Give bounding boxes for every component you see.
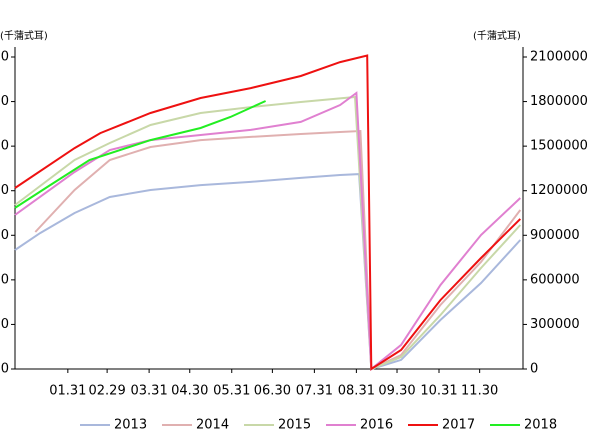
y-tick-label: 1200000 (0, 183, 9, 198)
y2-tick-label: 2100000 (530, 50, 588, 65)
y2-tick-label: 600000 (530, 272, 580, 287)
legend-label: 2014 (196, 418, 229, 433)
y-tick-label: 300000 (0, 317, 9, 332)
x-tick-label: 01.31 (49, 384, 86, 399)
series-line (14, 100, 267, 209)
y-tick-label: 1500000 (0, 139, 9, 154)
legend-label: 2015 (278, 418, 311, 433)
y-axis-unit: (千蒲式耳) (0, 29, 48, 42)
y-tick-label: 600000 (0, 272, 9, 287)
y-tick-label: 900000 (0, 228, 9, 243)
legend-label: 2013 (114, 418, 147, 433)
y2-tick-label: 1200000 (530, 183, 588, 198)
y-tick-label: 2100000 (0, 50, 9, 65)
series-line (14, 173, 522, 371)
y2-tick-label: 1800000 (530, 94, 588, 109)
x-tick-label: 04.30 (171, 384, 208, 399)
legend-label: 2018 (524, 418, 557, 433)
x-tick-label: 08.31 (338, 384, 375, 399)
x-tick-label: 07.31 (296, 384, 333, 399)
series-line (14, 95, 522, 371)
y2-tick-label: 1500000 (530, 139, 588, 154)
x-tick-label: 05.31 (213, 384, 250, 399)
x-tick-label: 10.31 (420, 384, 457, 399)
x-tick-label: 03.31 (131, 384, 168, 399)
x-tick-label: 02.29 (89, 384, 126, 399)
series-line (14, 91, 521, 372)
series-line (34, 129, 522, 371)
y2-tick-label: 0 (530, 362, 538, 377)
x-tick-label: 11.30 (461, 384, 498, 399)
x-tick-label: 09.30 (378, 384, 415, 399)
y2-tick-label: 300000 (530, 317, 580, 332)
y2-axis-unit: (千蒲式耳) (473, 29, 521, 42)
y-tick-label: 0 (1, 362, 9, 377)
legend-label: 2016 (360, 418, 393, 433)
series-line (14, 54, 522, 371)
y2-tick-label: 900000 (530, 228, 580, 243)
y-tick-label: 1800000 (0, 94, 9, 109)
x-tick-label: 06.30 (254, 384, 291, 399)
legend-label: 2017 (442, 418, 475, 433)
